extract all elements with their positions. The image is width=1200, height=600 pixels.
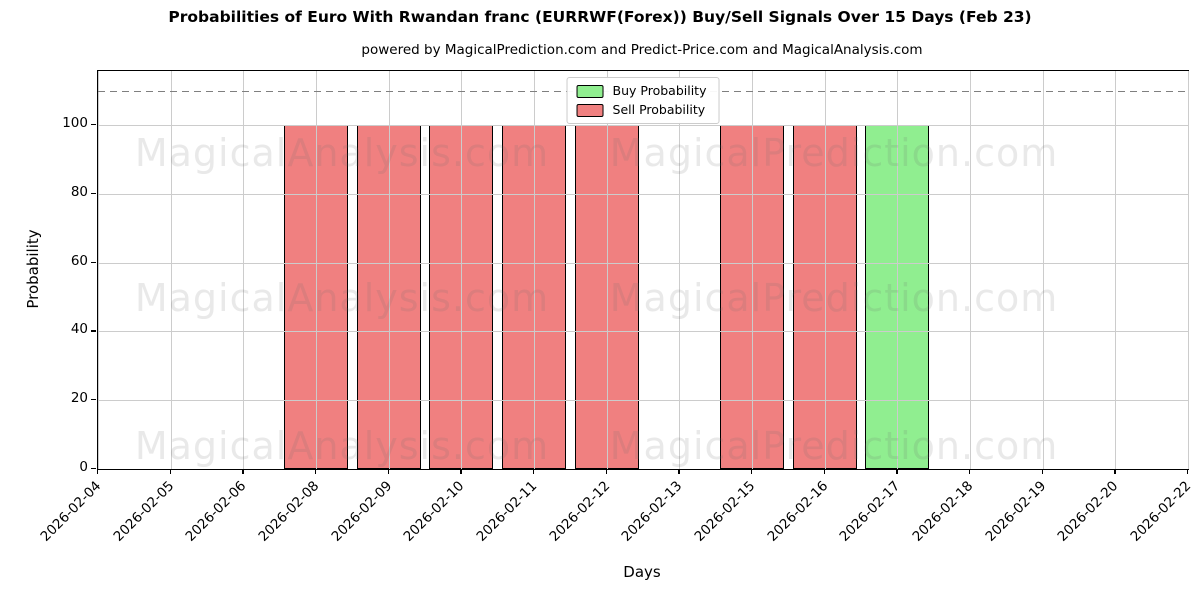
v-gridline [1115,71,1117,469]
y-tick [91,468,96,470]
legend-entry-sell: Sell Probability [576,102,707,117]
v-gridline [534,71,535,469]
x-tick [678,469,680,474]
plot-area: Buy Probability Sell Probability Magical… [97,70,1189,470]
x-tick [605,469,607,474]
x-tick [1187,469,1189,474]
y-tick [91,261,96,263]
x-tick [1114,469,1116,474]
h-gridline [98,262,1188,264]
v-gridline [388,71,390,469]
y-tick-label: 20 [70,390,88,407]
y-tick [91,330,96,332]
watermark-text: MagicalPrediction.com [609,131,1059,175]
legend-label-buy: Buy Probability [612,83,707,98]
v-gridline [1042,71,1044,469]
x-axis-label: Days [623,563,661,581]
y-tick-label: 60 [70,252,88,269]
legend-entry-buy: Buy Probability [576,83,707,98]
chart-subtitle: powered by MagicalPrediction.com and Pre… [361,42,923,58]
y-axis-label: Probability [24,229,42,309]
x-tick [97,469,99,474]
y-tick [91,192,96,195]
h-gridline [98,331,1188,333]
v-gridline [98,71,99,469]
h-gridline [98,400,1188,402]
watermark-text: MagicalAnalysis.com [134,424,550,468]
v-gridline [897,71,899,469]
buy-swatch-icon [576,84,604,98]
v-gridline [170,71,172,469]
v-gridline [461,71,463,469]
x-tick [315,469,317,474]
h-gridline [98,193,1188,195]
x-tick [1041,469,1043,474]
y-tick [91,124,96,126]
x-tick [896,469,898,474]
x-tick [823,469,825,474]
x-tick [969,469,971,474]
v-gridline [970,71,971,469]
watermark-text: MagicalAnalysis.com [134,131,550,175]
y-tick [91,399,96,401]
h-gridline [98,125,1188,126]
watermark-text: MagicalPrediction.com [609,276,1059,320]
chart-title: Probabilities of Euro With Rwandan franc… [168,8,1032,26]
x-tick [460,469,462,474]
y-tick-label: 80 [70,183,88,200]
legend-label-sell: Sell Probability [612,102,706,117]
y-tick-label: 100 [62,115,88,131]
y-tick-label: 0 [79,459,88,475]
v-gridline [243,71,245,469]
x-tick [533,469,535,474]
v-gridline [606,71,608,469]
v-gridline [1188,71,1189,469]
v-gridline [824,71,826,469]
watermark-text: MagicalPrediction.com [609,424,1059,468]
x-tick [169,469,171,474]
v-gridline [679,71,681,469]
v-gridline [752,71,753,469]
legend: Buy Probability Sell Probability [566,77,720,124]
x-tick [751,469,753,474]
y-tick-label: 40 [70,321,88,338]
v-gridline [316,71,317,469]
x-tick [242,469,244,474]
sell-swatch-icon [576,103,604,117]
watermark-text: MagicalAnalysis.com [134,276,550,320]
x-tick [387,469,389,474]
